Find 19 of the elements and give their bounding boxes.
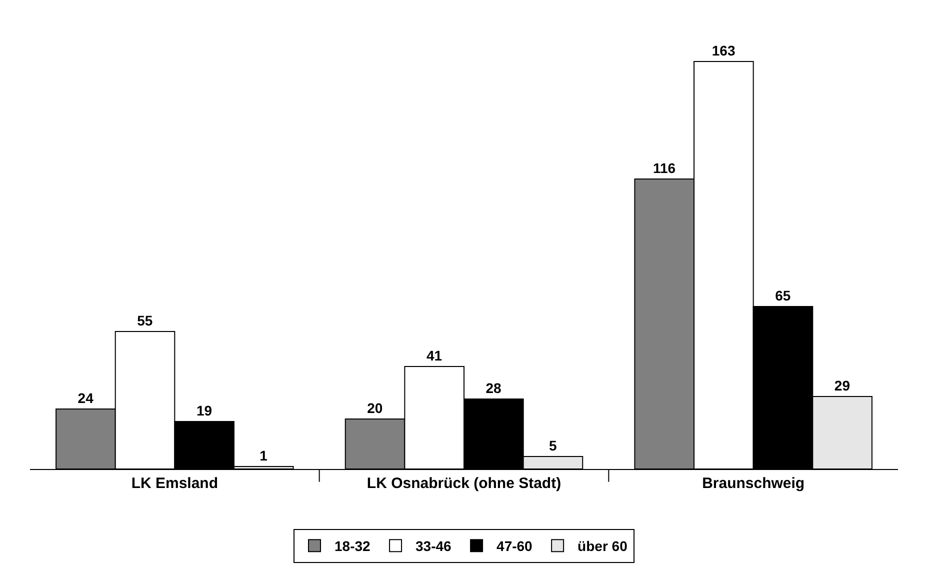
data-label: 116	[652, 160, 676, 176]
x-tick-label: LK Emsland	[131, 475, 218, 492]
data-label: 55	[137, 312, 153, 328]
x-tick-label: LK Osnabrück (ohne Stadt)	[366, 475, 562, 492]
x-tick-label: Braunschweig	[702, 475, 805, 492]
data-label: 20	[367, 400, 383, 416]
data-label: 163	[712, 42, 736, 58]
data-label: 19	[196, 402, 212, 418]
legend-label: 47-60	[496, 538, 533, 554]
data-label: 65	[775, 287, 791, 304]
data-label: 1	[260, 448, 268, 464]
legend-label: 18-32	[334, 538, 371, 554]
data-label: 5	[548, 438, 557, 454]
data-label: 29	[834, 377, 850, 394]
data-label: 41	[426, 347, 442, 364]
data-label: 24	[78, 390, 94, 406]
legend-label: 33-46	[416, 538, 452, 554]
legend-label: über 60	[578, 538, 628, 554]
data-label: 28	[486, 380, 502, 396]
